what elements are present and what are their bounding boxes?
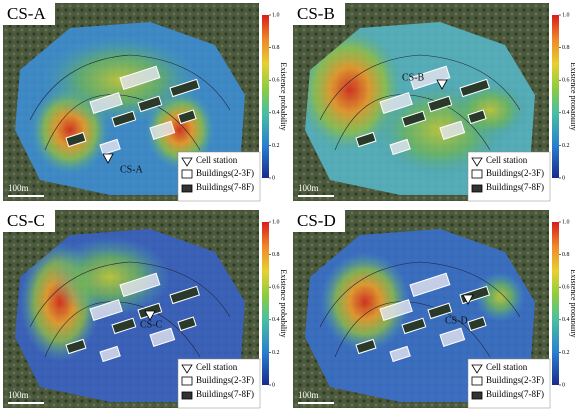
panel: CS-B CS-B 100m Cell station Buildings(2-3F) B… [290,0,575,205]
colorbar-tick-label: 0 [272,175,275,181]
colorbar-tick-label: 0.8 [562,252,570,258]
legend-low [472,377,482,385]
colorbar [262,222,269,385]
scale-label: 100m [298,183,319,193]
colorbar-tick-label: 0.8 [562,45,570,51]
colorbar-tick-label: 0.2 [272,143,280,149]
colorbar-label: Existence probability [279,269,288,337]
colorbar [552,15,559,178]
scale-label: 100m [298,390,319,400]
legend-label: Buildings(7-8F) [486,389,544,399]
colorbar-tick-label: 1.0 [272,12,280,18]
legend-label: Buildings(2-3F) [486,168,544,178]
panel: CS-D CS-D 100m Cell station Buildings(2-3F) B… [290,207,575,410]
colorbar-tick-label: 0.4 [272,317,280,323]
colorbar-label: Existence probability [569,269,575,337]
colorbar-tick-label: 1.0 [272,219,280,225]
heat-blob [40,35,200,125]
panel-title: CS-D [297,211,336,230]
colorbar [552,222,559,385]
colorbar-tick-label: 0.6 [562,78,570,84]
colorbar-tick-label: 1.0 [562,12,570,18]
colorbar-tick-label: 0.4 [562,317,570,323]
colorbar-tick-label: 0 [272,382,275,388]
panel-title: CS-B [297,4,335,23]
legend-label: Buildings(7-8F) [196,389,254,399]
colorbar-tick-label: 1.0 [562,219,570,225]
station-label: CS-C [140,319,163,330]
colorbar-tick-label: 0 [562,382,565,388]
legend-label: Buildings(2-3F) [196,375,254,385]
colorbar-tick-label: 0.6 [272,78,280,84]
colorbar-tick-label: 0.2 [562,143,570,149]
colorbar-tick-label: 0.6 [562,285,570,291]
legend-low [182,377,192,385]
colorbar-tick-label: 0.8 [272,45,280,51]
legend-label: Cell station [486,362,528,372]
colorbar-tick-label: 0.8 [272,252,280,258]
colorbar-tick-label: 0.2 [562,350,570,356]
station-label: CS-D [445,315,468,326]
colorbar-tick-label: 0.2 [272,350,280,356]
panel: CS-A CS-A 100m Cell station Buildings(2-3F) B… [0,0,288,205]
colorbar-tick-label: 0 [562,175,565,181]
legend-label: Cell station [196,155,238,165]
legend-high [182,392,192,399]
legend-high [472,392,482,399]
figure: CS-A CS-A 100m Cell station Buildings(2-3F) B… [0,0,575,410]
panel-title: CS-C [7,211,45,230]
colorbar-tick-label: 0.4 [272,110,280,116]
colorbar-label: Existence probability [569,62,575,130]
panel: CS-C CS-C 100m Cell station Buildings(2-3F) B… [0,207,288,410]
legend-low [472,170,482,178]
scale-label: 100m [8,390,29,400]
colorbar-tick-label: 0.4 [562,110,570,116]
station-label: CS-A [120,164,144,175]
legend-label: Buildings(7-8F) [486,182,544,192]
colorbar [262,15,269,178]
legend-label: Buildings(7-8F) [196,182,254,192]
legend-label: Buildings(2-3F) [486,375,544,385]
station-label: CS-B [402,72,425,83]
legend-high [472,185,482,192]
colorbar-label: Existence probability [279,62,288,130]
scale-label: 100m [8,183,29,193]
legend-high [182,185,192,192]
legend-label: Buildings(2-3F) [196,168,254,178]
panel-title: CS-A [7,4,46,23]
legend-low [182,170,192,178]
legend-label: Cell station [196,362,238,372]
colorbar-tick-label: 0.6 [272,285,280,291]
legend-label: Cell station [486,155,528,165]
